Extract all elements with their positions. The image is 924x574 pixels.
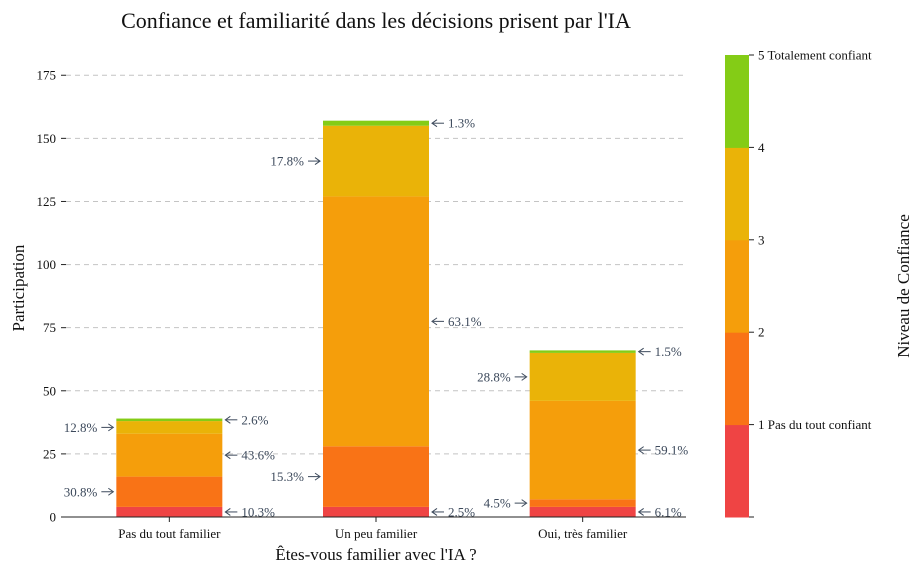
annotation-arrowhead — [637, 446, 644, 455]
x-axis-label: Êtes-vous familier avec l'IA ? — [275, 545, 476, 564]
annotation-arrowhead — [637, 508, 644, 516]
annotation-label: 43.6% — [241, 448, 275, 463]
colorbar-tick-label: 1 Pas du tout confiant — [758, 417, 872, 432]
annotation-label: 12.8% — [64, 420, 98, 435]
bar-segment — [323, 120, 429, 126]
annotation-label: 59.1% — [655, 443, 689, 458]
bar-segment — [529, 499, 636, 507]
colorbar-label: Niveau de Confiance — [894, 214, 913, 358]
colorbar-segment — [725, 424, 749, 518]
bar-segment — [529, 350, 636, 353]
colorbar: 1 Pas du tout confiant 2 3 4 5 Totalement co… — [725, 48, 872, 518]
x-tick-label: Pas du tout familier — [118, 526, 221, 541]
y-tick-label: 150 — [37, 131, 57, 146]
y-tick-label: 100 — [37, 257, 57, 272]
annotation-label: 17.8% — [270, 154, 304, 169]
bar-segment — [116, 433, 223, 477]
colorbar-tick-label: 4 — [758, 140, 765, 155]
annotation-label: 2.5% — [448, 504, 475, 519]
annotation-label: 6.1% — [655, 504, 682, 519]
colorbar-tick-label: 3 — [758, 232, 765, 247]
y-tick-label: 175 — [37, 68, 57, 83]
y-tick-label: 50 — [43, 383, 56, 398]
colorbar-tick-label: 5 Totalement confiant — [758, 48, 872, 63]
y-tick-label: 25 — [43, 446, 56, 461]
x-tick-label: Un peu familier — [335, 526, 418, 541]
bar-segment — [323, 196, 429, 447]
colorbar-segment — [725, 55, 749, 148]
annotations-group: 10.3% 30.8% 43.6% 12.8% 2.6% 2.5% 15.3% 63.1% 17… — [64, 116, 689, 520]
y-axis: 0 25 50 75 100 125 150 175 — [37, 68, 66, 525]
colorbar-segment — [725, 332, 749, 426]
bars-group — [116, 120, 636, 517]
annotation-arrowhead — [431, 508, 438, 516]
annotation-label: 15.3% — [270, 469, 304, 484]
colorbar-segment — [725, 147, 749, 241]
colorbar-segment — [725, 239, 749, 333]
annotation-label: 63.1% — [448, 314, 482, 329]
annotation-arrowhead — [637, 347, 644, 356]
annotation-arrowhead — [521, 372, 528, 381]
annotation-label: 1.3% — [448, 116, 475, 131]
chart-title: Confiance et familiarité dans les décisi… — [121, 8, 631, 33]
annotation-arrowhead — [224, 451, 231, 460]
annotation-arrowhead — [431, 317, 438, 326]
annotation-label: 2.6% — [241, 412, 268, 427]
bar-segment — [116, 506, 223, 517]
colorbar-tick-label: 2 — [758, 325, 765, 340]
y-tick-label: 125 — [37, 194, 57, 209]
annotation-arrowhead — [431, 119, 438, 128]
annotation-label: 10.3% — [241, 504, 275, 519]
bar-segment — [323, 506, 429, 517]
annotation-label: 28.8% — [477, 369, 511, 384]
x-axis: Pas du tout familier Un peu familier Oui, … — [66, 516, 686, 541]
annotation-arrowhead — [521, 499, 528, 508]
annotation-label: 1.5% — [655, 344, 682, 359]
annotation-arrowhead — [108, 423, 115, 432]
bar-segment — [116, 421, 223, 434]
y-tick-label: 75 — [43, 320, 56, 335]
y-axis-label: Participation — [9, 244, 28, 331]
annotation-label: 30.8% — [64, 484, 98, 499]
bar-segment — [323, 125, 429, 197]
bar-segment — [529, 400, 636, 500]
bar-segment — [323, 446, 429, 507]
bar-segment — [529, 506, 636, 517]
annotation-arrowhead — [314, 472, 321, 481]
annotation-arrowhead — [314, 157, 321, 165]
bar-segment — [116, 418, 223, 422]
annotation-arrowhead — [108, 487, 115, 496]
annotation-arrowhead — [224, 508, 231, 516]
x-tick-label: Oui, très familier — [538, 526, 628, 541]
bar-segment — [116, 476, 223, 507]
annotation-label: 4.5% — [484, 496, 511, 511]
y-tick-label: 0 — [50, 510, 57, 525]
annotation-arrowhead — [224, 415, 231, 424]
bar-segment — [529, 352, 636, 401]
